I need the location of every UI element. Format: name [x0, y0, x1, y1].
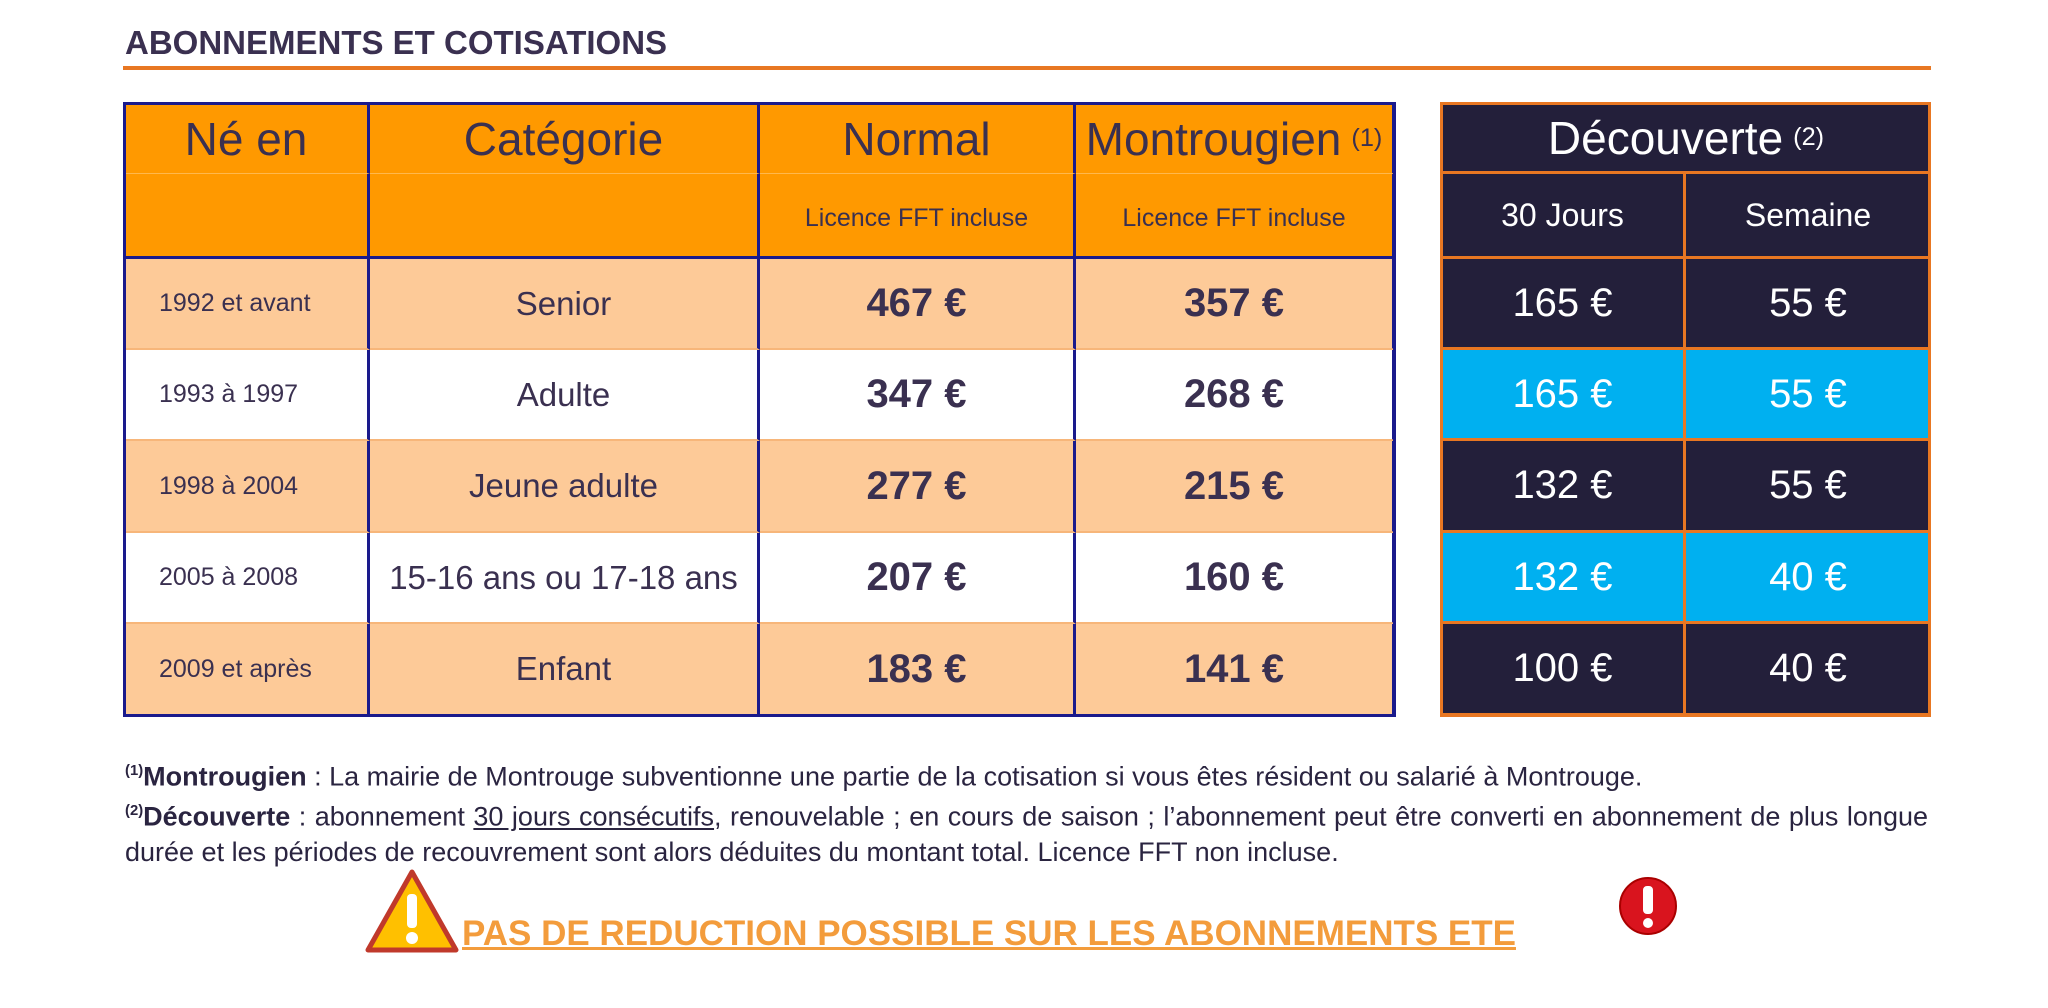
term: Découverte	[143, 801, 291, 832]
text: 132 €	[1512, 554, 1613, 599]
text: 1992 et avant	[159, 289, 311, 317]
text: : La mairie de Montrouge subventionne un…	[306, 761, 1643, 792]
category: Enfant	[370, 624, 760, 716]
column-header: Montrougien (1)	[1076, 104, 1395, 174]
text: 55 €	[1769, 371, 1847, 416]
price: 357 €	[1076, 259, 1395, 350]
text: 30 Jours	[1501, 196, 1624, 233]
title-rule	[123, 66, 1931, 70]
text: 40 €	[1769, 646, 1847, 690]
text: 2009 et après	[159, 654, 312, 683]
discovery-price: 40 €	[1686, 533, 1930, 624]
discovery-header: Semaine	[1686, 174, 1930, 259]
footnote-1: (1)Montrougien : La mairie de Montrouge …	[125, 754, 1928, 794]
discovery-price: 55 €	[1686, 441, 1930, 533]
discovery-price: 132 €	[1442, 533, 1686, 624]
discovery-price: 132 €	[1442, 441, 1686, 533]
discovery-price: 40 €	[1686, 624, 1930, 716]
price: 467 €	[760, 259, 1076, 350]
birth-years: 1992 et avant	[125, 259, 370, 350]
text: 183 €	[866, 646, 967, 691]
category: 15-16 ans ou 17-18 ans	[370, 533, 760, 624]
text: Semaine	[1744, 196, 1872, 233]
text: 467 €	[866, 281, 967, 325]
text: 40 €	[1769, 554, 1847, 599]
subheader	[125, 174, 370, 259]
discovery-price: 55 €	[1686, 259, 1930, 350]
text: Normal	[842, 112, 991, 165]
text: 55 €	[1769, 463, 1847, 507]
text: , renouvelable ; en cours de saison ; l’…	[125, 801, 1928, 867]
warning: PAS DE REDUCTION POSSIBLE SUR LES ABONNE…	[462, 914, 1516, 953]
birth-years: 1993 à 1997	[125, 350, 370, 441]
text: Enfant	[515, 650, 612, 687]
price: 207 €	[760, 533, 1076, 624]
price: 277 €	[760, 441, 1076, 533]
alert-icon	[1619, 877, 1677, 935]
price: 141 €	[1076, 624, 1395, 716]
discovery-price: 165 €	[1442, 259, 1686, 350]
category: Adulte	[370, 350, 760, 441]
price: 215 €	[1076, 441, 1395, 533]
text: 15-16 ans ou 17-18 ans	[389, 558, 738, 596]
text: 215 €	[1183, 463, 1285, 508]
column-header: Normal	[760, 104, 1076, 174]
birth-years: 1998 à 2004	[125, 441, 370, 533]
birth-years: 2009 et après	[125, 624, 370, 716]
text: Montrougien	[1085, 112, 1342, 165]
text: 165 €	[1512, 280, 1613, 325]
title: ABONNEMENTS ET COTISATIONS	[125, 24, 668, 61]
discovery-price: 55 €	[1686, 350, 1930, 441]
text: 160 €	[1183, 555, 1285, 599]
text: 268 €	[1183, 372, 1285, 416]
price: 268 €	[1076, 350, 1395, 441]
text: 30 jours consécutifs	[473, 801, 715, 832]
subheader	[370, 174, 760, 259]
text: Jeune adulte	[469, 467, 658, 504]
text: : abonnement	[290, 801, 474, 832]
text: Licence FFT incluse	[1122, 203, 1346, 232]
text: Licence FFT incluse	[804, 203, 1029, 232]
note: (2)	[1793, 123, 1825, 151]
text: 1998 à 2004	[159, 471, 299, 500]
birth-years: 2005 à 2008	[125, 533, 370, 624]
discovery-price: 100 €	[1442, 624, 1686, 716]
column-header: Catégorie	[370, 104, 760, 174]
price: 183 €	[760, 624, 1076, 716]
text: Catégorie	[463, 112, 664, 165]
text: 2005 à 2008	[159, 563, 299, 591]
marker: (1)	[125, 763, 144, 779]
subheader: Licence FFT incluse	[760, 174, 1076, 259]
text: 347 €	[866, 372, 967, 416]
text: 55 €	[1769, 280, 1847, 325]
text: Adulte	[516, 375, 611, 413]
discovery-price: 165 €	[1442, 350, 1686, 441]
footnote-2: (2)Découverte : abonnement 30 jours cons…	[125, 794, 1928, 869]
price: 160 €	[1076, 533, 1395, 624]
price: 347 €	[760, 350, 1076, 441]
marker: (2)	[125, 803, 144, 820]
note: (1)	[1351, 124, 1383, 152]
text: 132 €	[1512, 463, 1613, 507]
footnotes: (1)Montrougien : La mairie de Montrouge …	[125, 754, 1928, 870]
text: Né en	[184, 112, 308, 165]
text: 1993 à 1997	[159, 380, 299, 408]
discovery-title: Découverte (2)	[1442, 104, 1930, 174]
category: Jeune adulte	[370, 441, 760, 533]
text: 165 €	[1512, 371, 1613, 416]
category: Senior	[370, 259, 760, 350]
text: 277 €	[866, 463, 967, 508]
column-header: Né en	[125, 104, 370, 174]
text: 100 €	[1512, 646, 1613, 690]
text: 141 €	[1183, 646, 1285, 691]
text: Senior	[515, 284, 612, 322]
text: 357 €	[1183, 281, 1285, 325]
subheader: Licence FFT incluse	[1076, 174, 1395, 259]
text: 207 €	[866, 555, 967, 599]
warning-icon	[365, 869, 459, 953]
discovery-header: 30 Jours	[1442, 174, 1686, 259]
term: Montrougien	[143, 761, 307, 792]
text: Découverte	[1547, 111, 1784, 164]
